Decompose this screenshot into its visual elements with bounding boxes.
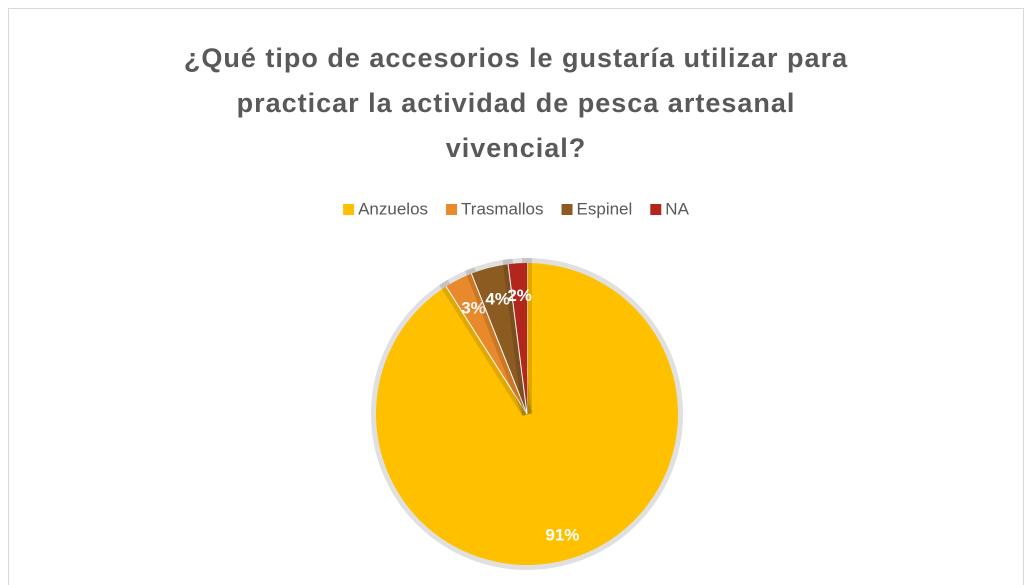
data-label: 3% xyxy=(461,299,486,318)
legend-label: Anzuelos xyxy=(358,199,428,218)
legend-swatch xyxy=(446,204,458,215)
pie-slice-edge xyxy=(445,286,528,415)
pie-slice-edge xyxy=(507,264,528,415)
data-label: 4% xyxy=(485,289,510,308)
legend-swatch xyxy=(343,204,355,215)
data-label: 91% xyxy=(545,525,579,544)
legend-swatch xyxy=(650,204,662,215)
legend-label: Trasmallos xyxy=(461,199,544,218)
legend: Anzuelos Trasmallos Espinel NA xyxy=(343,199,690,218)
legend-label: Espinel xyxy=(577,199,633,218)
chart-title: ¿Qué tipo de accesorios le gustaría util… xyxy=(184,43,848,163)
data-label: 2% xyxy=(507,286,532,305)
pie-slice-edge xyxy=(470,273,528,415)
legend-label: NA xyxy=(665,199,689,218)
legend-swatch xyxy=(561,204,573,215)
